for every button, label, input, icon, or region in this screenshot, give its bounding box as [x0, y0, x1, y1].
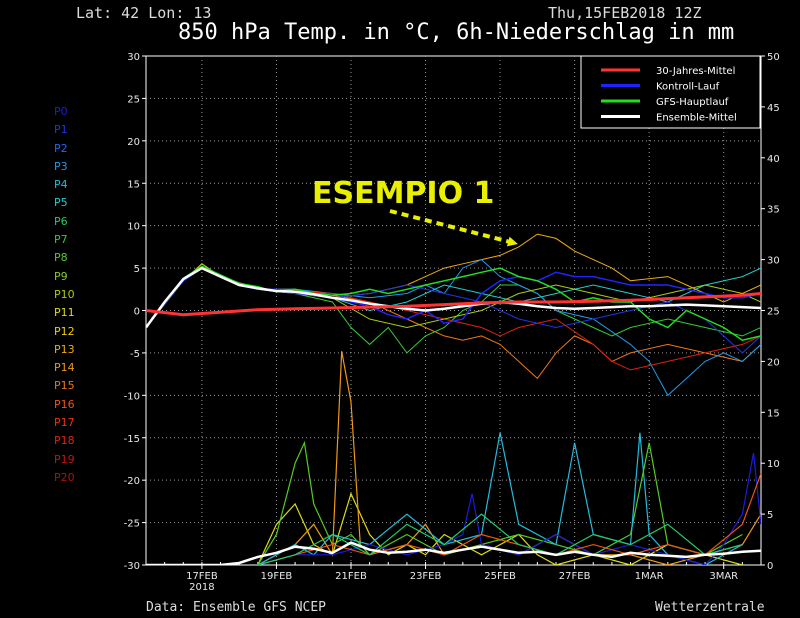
precip-line [146, 541, 761, 565]
x-tick-label: 27FEB [559, 571, 591, 582]
temp-line [146, 265, 761, 342]
y-left-tick-label: -30 [124, 561, 140, 572]
y-left-tick-label: 10 [127, 222, 140, 233]
y-left-tick-label: 15 [127, 179, 140, 190]
member-legend-item: P7 [54, 233, 68, 247]
y-left-tick-label: 25 [127, 94, 140, 105]
y-right-tick-label: 25 [767, 307, 780, 318]
legend-label: Ensemble-Mittel [656, 113, 737, 124]
member-legend: P0 P1 P2 P3 P4 P5 P6 P7 P8 P9 P10 P11 P12 P13 P14 P15 P1… [54, 103, 75, 487]
annotation-label: ESEMPIO 1 [312, 176, 494, 211]
series-legend: 30-Jahres-Mittel Kontroll-Lauf GFS-Hauptla… [580, 55, 761, 129]
precip-series [146, 351, 761, 565]
y-left-tick-label: 0 [134, 307, 140, 318]
member-legend-item: P5 [54, 196, 68, 210]
y-axis-right: 0 5 10 15 20 25 30 35 40 45 50 [761, 52, 780, 572]
y-left-tick-label: 5 [134, 264, 140, 275]
member-legend-item: P4 [54, 178, 68, 192]
x-tick-label: 25FEB [484, 571, 516, 582]
member-legend-item: P11 [54, 306, 75, 320]
legend-label: 30-Jahres-Mittel [656, 66, 735, 77]
member-legend-item: P3 [54, 159, 68, 173]
y-left-tick-label: -20 [124, 476, 140, 487]
member-legend-item: P10 [54, 287, 75, 301]
y-left-tick-label: -5 [130, 349, 140, 360]
y-right-tick-label: 45 [767, 103, 780, 114]
temp-line [146, 292, 761, 317]
precip-line [257, 440, 743, 565]
data-source-label: Data: Ensemble GFS NCEP [146, 600, 327, 615]
x-tick-label: 19FEB [261, 571, 293, 582]
member-legend-item: P13 [54, 342, 75, 356]
legend-label: Kontroll-Lauf [656, 82, 720, 93]
y-left-tick-label: -10 [124, 391, 140, 402]
brand-label: Wetterzentrale [655, 600, 765, 615]
x-tick-sublabel: 2018 [189, 582, 214, 593]
precip-line [257, 513, 743, 565]
location-label: Lat: 42 Lon: 13 [76, 4, 212, 22]
member-legend-item: P15 [54, 379, 75, 393]
y-right-tick-label: 40 [767, 154, 780, 165]
member-legend-item: P8 [54, 251, 68, 265]
annotation-arrow [389, 209, 518, 247]
x-tick-label: 17FEB [186, 571, 218, 582]
member-legend-item: P19 [54, 452, 75, 466]
member-legend-item: P18 [54, 434, 75, 448]
legend-label: GFS-Hauptlauf [656, 97, 729, 108]
chart-title: 850 hPa Temp. in °C, 6h-Niederschlag in … [178, 20, 735, 45]
precip-line [257, 452, 761, 565]
y-left-tick-label: -25 [124, 519, 140, 530]
member-legend-item: P2 [54, 141, 68, 155]
y-left-tick-label: 20 [127, 137, 140, 148]
x-tick-label: 23FEB [410, 571, 442, 582]
y-right-tick-label: 15 [767, 408, 780, 419]
y-right-tick-label: 10 [767, 459, 780, 470]
y-right-tick-label: 50 [767, 52, 780, 63]
y-right-tick-label: 35 [767, 205, 780, 216]
member-legend-item: P20 [54, 470, 75, 484]
y-left-tick-label: 30 [127, 52, 140, 63]
y-right-tick-label: 0 [767, 561, 773, 572]
member-legend-item: P6 [54, 214, 68, 228]
x-tick-label: 1MAR [635, 571, 664, 582]
annotation: ESEMPIO 1 [312, 176, 518, 247]
member-legend-item: P17 [54, 416, 75, 430]
member-legend-item: P9 [54, 269, 68, 283]
y-right-tick-label: 20 [767, 357, 780, 368]
x-tick-label: 3MAR [709, 571, 738, 582]
run-time-label: Thu,15FEB2018 12Z [548, 4, 702, 22]
x-tick-label: 21FEB [335, 571, 367, 582]
y-right-tick-label: 30 [767, 256, 780, 267]
member-legend-item: P1 [54, 123, 68, 137]
temp-line [146, 266, 761, 329]
y-left-tick-label: -15 [124, 434, 140, 445]
y-right-tick-label: 5 [767, 510, 773, 521]
y-axis-left: -30 -25 -20 -15 -10 -5 0 5 10 15 20 25 30 [124, 52, 146, 572]
temp-series [146, 233, 761, 397]
member-legend-item: P0 [54, 105, 68, 118]
member-legend-item: P14 [54, 361, 75, 375]
member-legend-item: P12 [54, 324, 75, 338]
member-legend-item: P16 [54, 397, 75, 411]
